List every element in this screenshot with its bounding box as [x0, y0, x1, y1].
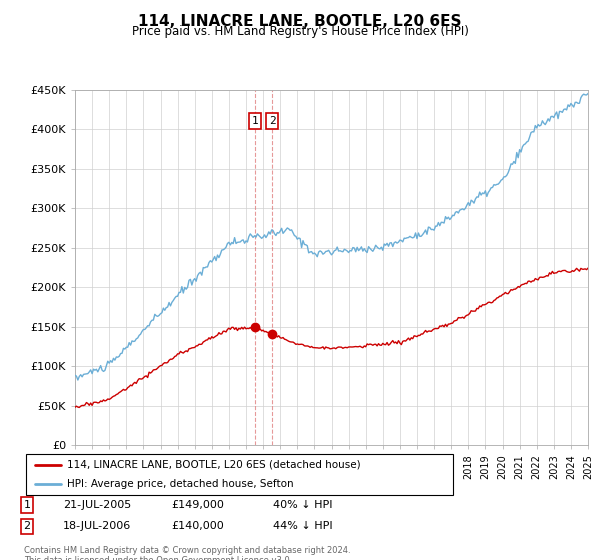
Text: 1: 1: [23, 500, 31, 510]
FancyBboxPatch shape: [26, 455, 453, 495]
Text: 114, LINACRE LANE, BOOTLE, L20 6ES: 114, LINACRE LANE, BOOTLE, L20 6ES: [138, 14, 462, 29]
Text: 21-JUL-2005: 21-JUL-2005: [63, 500, 131, 510]
Text: 44% ↓ HPI: 44% ↓ HPI: [273, 521, 332, 531]
Text: Contains HM Land Registry data © Crown copyright and database right 2024.
This d: Contains HM Land Registry data © Crown c…: [24, 546, 350, 560]
Text: 1: 1: [252, 116, 259, 126]
Text: 2: 2: [269, 116, 276, 126]
Text: 18-JUL-2006: 18-JUL-2006: [63, 521, 131, 531]
Text: Price paid vs. HM Land Registry's House Price Index (HPI): Price paid vs. HM Land Registry's House …: [131, 25, 469, 38]
Text: 2: 2: [23, 521, 31, 531]
Text: £140,000: £140,000: [171, 521, 224, 531]
Text: HPI: Average price, detached house, Sefton: HPI: Average price, detached house, Seft…: [67, 479, 294, 489]
Text: 114, LINACRE LANE, BOOTLE, L20 6ES (detached house): 114, LINACRE LANE, BOOTLE, L20 6ES (deta…: [67, 460, 361, 470]
Text: 40% ↓ HPI: 40% ↓ HPI: [273, 500, 332, 510]
Text: £149,000: £149,000: [171, 500, 224, 510]
